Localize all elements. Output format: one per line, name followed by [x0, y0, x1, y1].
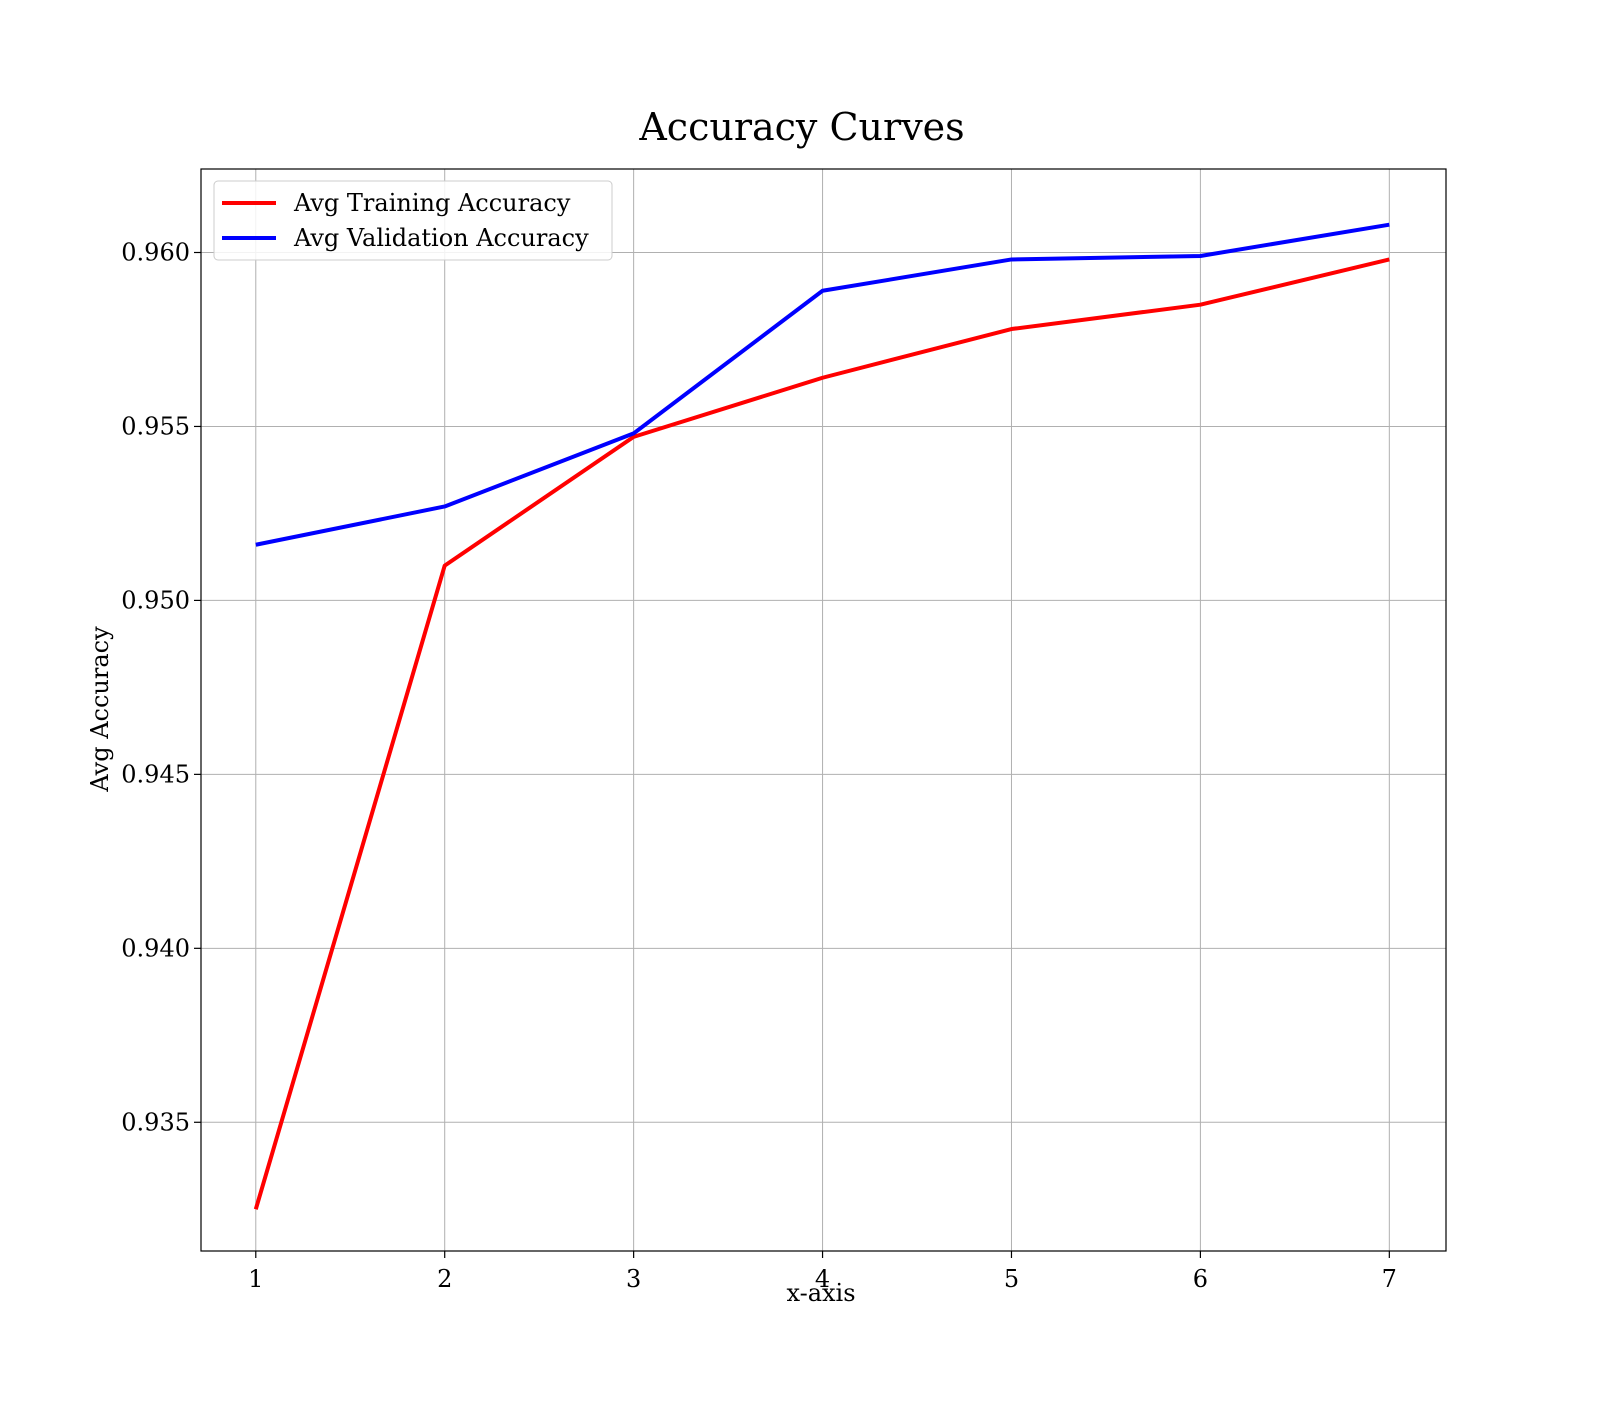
x-tick-label: 6 [1193, 1265, 1208, 1293]
x-tick-label: 3 [626, 1265, 641, 1293]
y-tick-label: 0.955 [121, 412, 190, 440]
x-tick-label: 2 [437, 1265, 452, 1293]
y-tick-label: 0.945 [121, 760, 190, 788]
legend-label-1: Avg Training Accuracy [293, 189, 571, 217]
legend: Avg Training Accuracy Avg Validation Accu… [214, 181, 612, 260]
y-tick-label: 0.950 [121, 586, 190, 614]
x-axis-label: x-axis [786, 1279, 855, 1307]
legend-label-2: Avg Validation Accuracy [293, 224, 589, 252]
x-tick-label: 1 [248, 1265, 263, 1293]
y-axis-label: Avg Accuracy [86, 626, 114, 793]
y-tick-label: 0.960 [121, 238, 190, 266]
x-tick-label: 7 [1382, 1265, 1397, 1293]
y-tick-label: 0.940 [121, 934, 190, 962]
y-tick-label: 0.935 [121, 1108, 190, 1136]
chart-title: Accuracy Curves [638, 105, 964, 149]
x-tick-label: 5 [1004, 1265, 1019, 1293]
